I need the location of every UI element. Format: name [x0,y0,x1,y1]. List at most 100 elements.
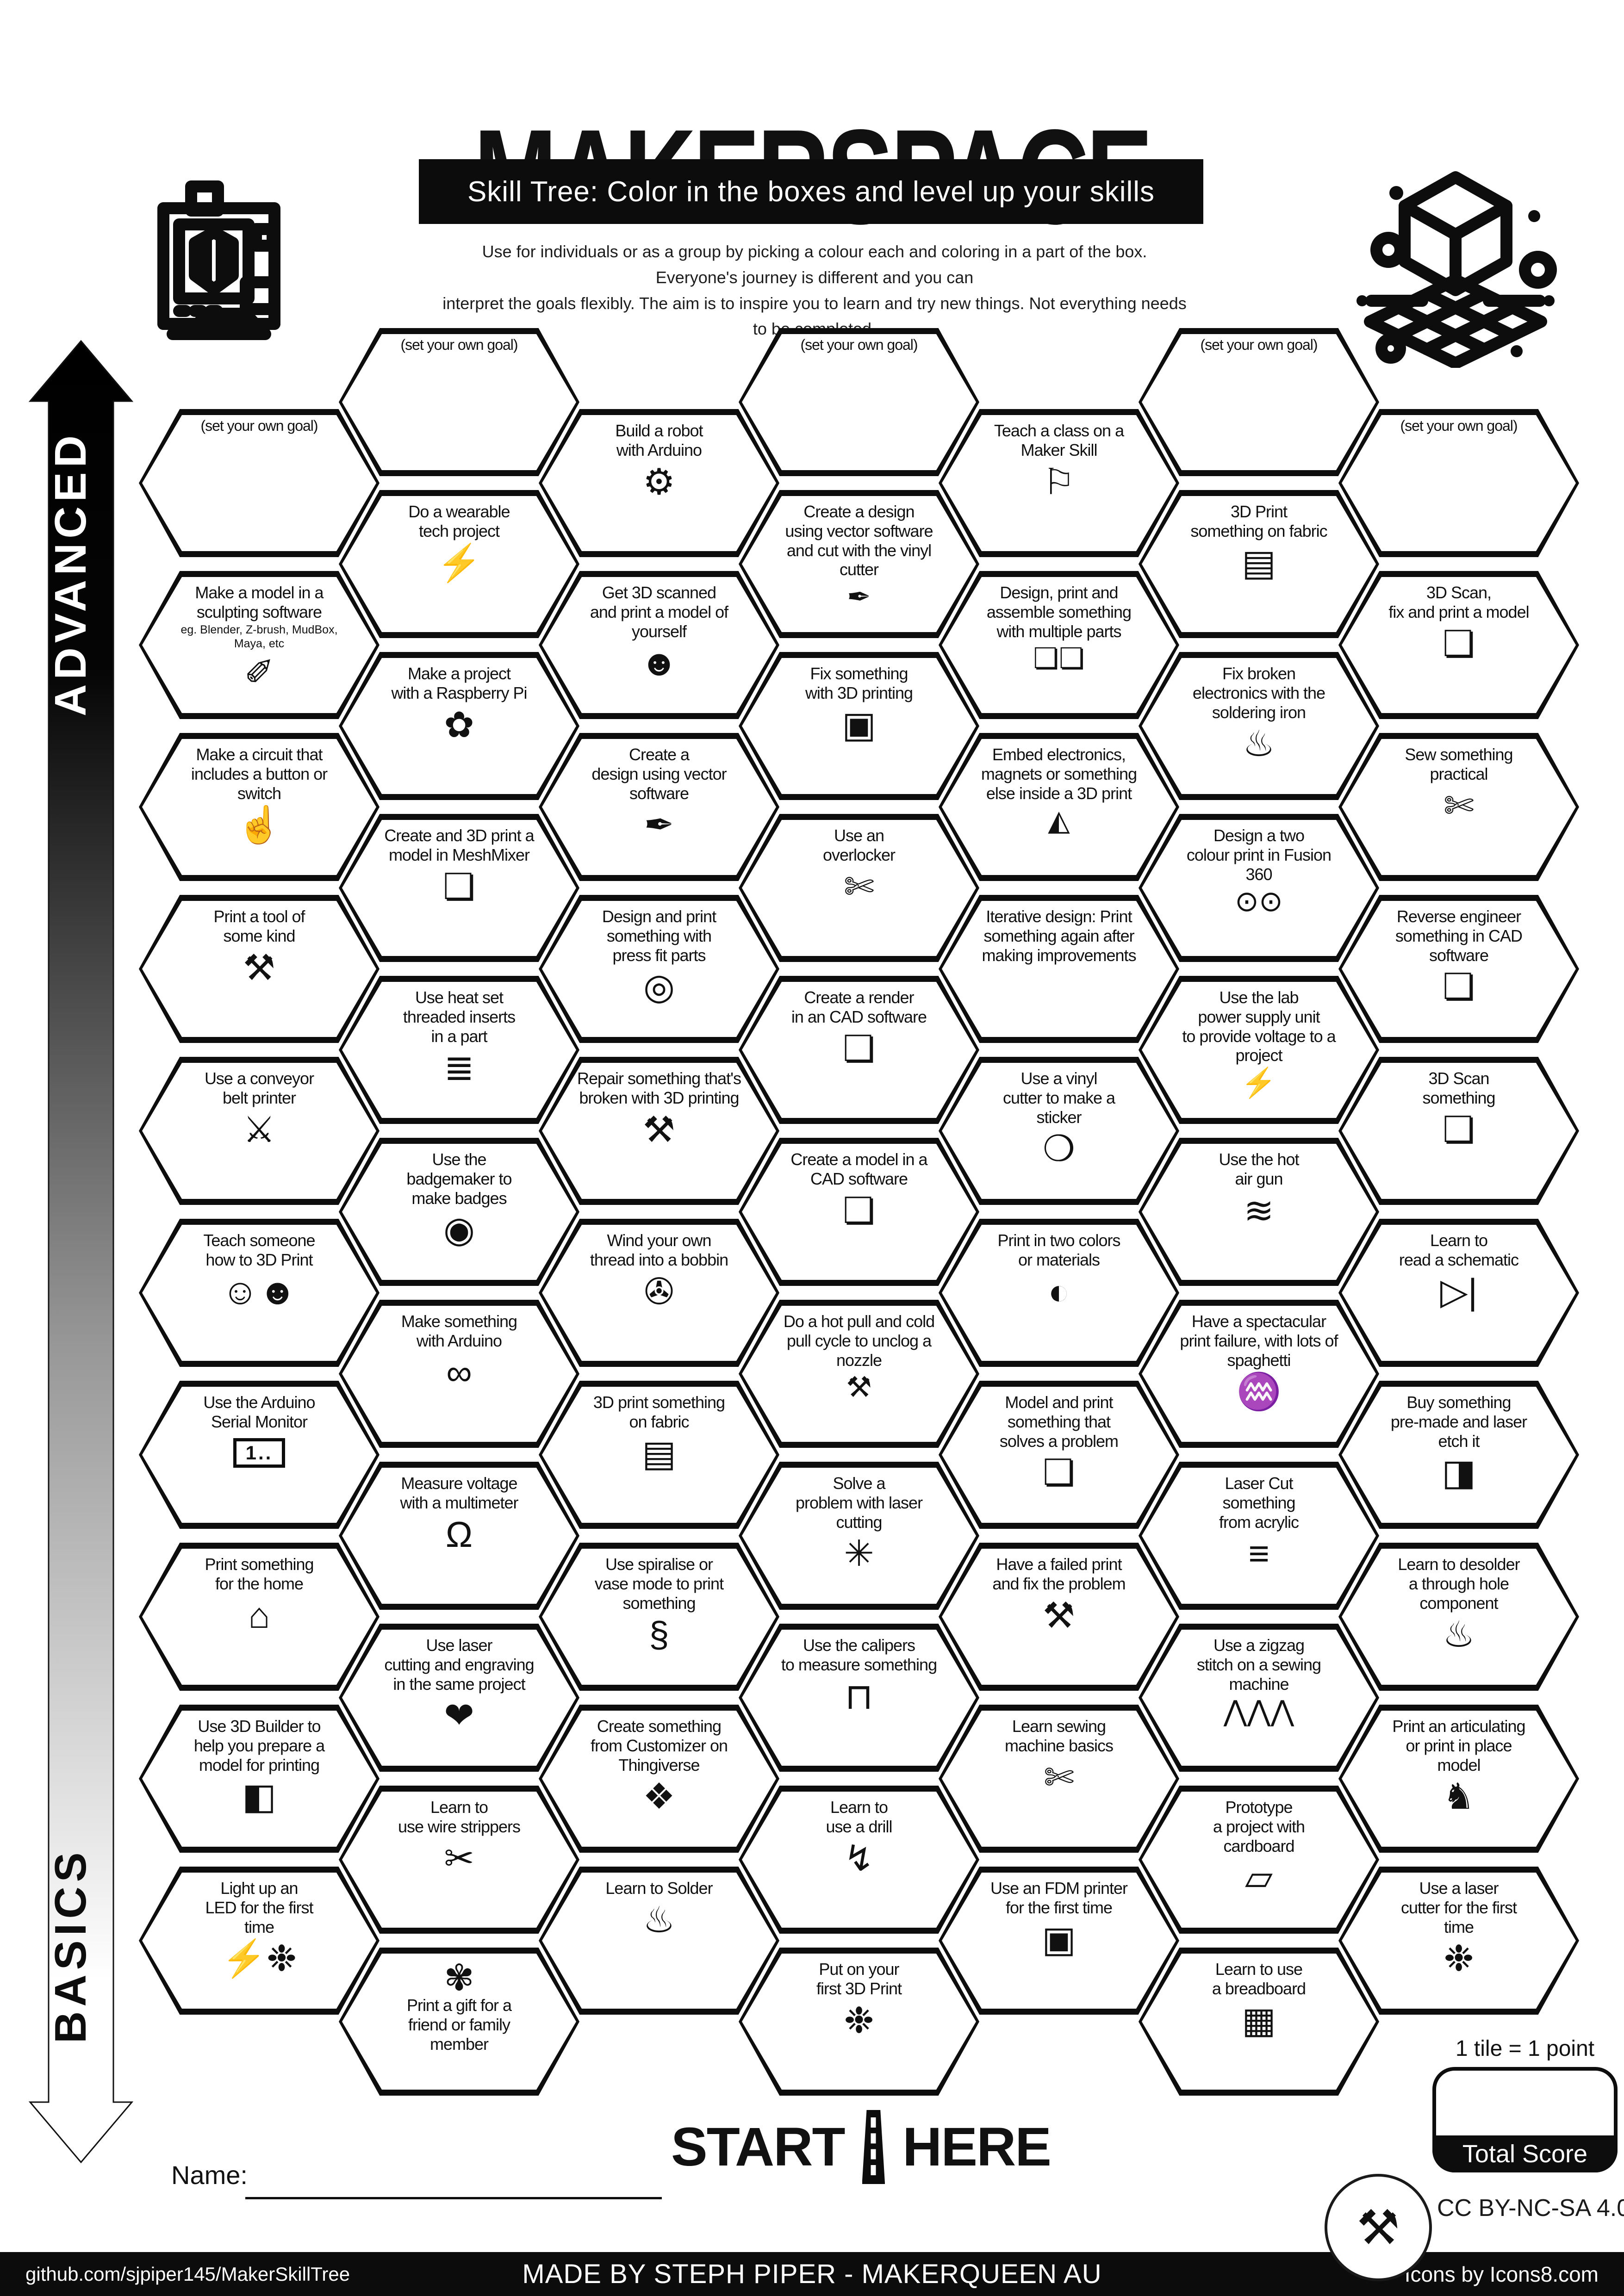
hex-tile-press-fit[interactable]: Design and print something with press fi… [539,895,779,1043]
hex-tile-articulating-print[interactable]: Print an articulating or print in place … [1338,1705,1579,1853]
hex-fill-area[interactable] [542,1387,776,1523]
hex-tile-circuit-button[interactable]: Make a circuit that includes a button or… [139,733,380,881]
hex-fill-area[interactable] [542,1225,776,1361]
hex-fill-area[interactable] [742,820,976,956]
hex-tile-serial-monitor[interactable]: Use the Arduino Serial Monitor 1.. [139,1381,380,1529]
hex-tile-cad-render[interactable]: Create a render in an CAD software ❏ [739,976,979,1124]
hex-tile-goal-col6[interactable]: (set your own goal) [1139,328,1379,476]
hex-tile-print-fabric-3[interactable]: 3D print something on fabric ▤ [539,1381,779,1529]
hex-fill-area[interactable] [742,1954,976,2090]
hex-fill-area[interactable] [942,739,1176,875]
hex-tile-hot-air-gun[interactable]: Use the hot air gun ≋ [1139,1138,1379,1286]
hex-fill-area[interactable] [142,1873,376,2009]
hex-tile-calipers[interactable]: Use the calipers to measure something ⊓ [739,1624,979,1772]
hex-tile-get-3d-scanned[interactable]: Get 3D scanned and print a model of your… [539,571,779,719]
hex-fill-area[interactable] [1342,739,1576,875]
hex-fill-area[interactable] [542,1711,776,1847]
hex-tile-goal-col2[interactable]: (set your own goal) [339,328,579,476]
hex-fill-area[interactable] [142,739,376,875]
hex-fill-area[interactable] [142,1387,376,1523]
hex-fill-area[interactable] [542,1873,776,2009]
hex-tile-meshmixer[interactable]: Create and 3D print a model in MeshMixer… [339,814,579,962]
hex-fill-area[interactable] [1342,1387,1576,1523]
hex-fill-area[interactable] [1142,1306,1376,1442]
hex-fill-area[interactable] [742,1630,976,1766]
hex-tile-unclog-nozzle[interactable]: Do a hot pull and cold pull cycle to unc… [739,1300,979,1448]
hex-tile-wearable-tech[interactable]: Do a wearable tech project ⚡ [339,490,579,638]
hex-fill-area[interactable] [942,1711,1176,1847]
hex-tile-iterative-design[interactable]: Iterative design: Print something again … [939,895,1179,1043]
hex-fill-area[interactable] [1142,1144,1376,1280]
hex-tile-embed-electronics[interactable]: Embed electronics, magnets or something … [939,733,1179,881]
hex-fill-area[interactable] [742,496,976,632]
hex-fill-area[interactable] [1342,415,1576,551]
hex-tile-print-home[interactable]: Print something for the home ⌂ [139,1543,380,1691]
hex-tile-raspberry-pi[interactable]: Make a project with a Raspberry Pi ✿ [339,652,579,800]
hex-tile-scan-something[interactable]: 3D Scan something ❏ [1338,1057,1579,1205]
hex-fill-area[interactable] [542,1549,776,1685]
hex-fill-area[interactable] [742,982,976,1118]
name-input-line[interactable] [245,2197,662,2199]
hex-fill-area[interactable] [1142,334,1376,470]
hex-fill-area[interactable] [1342,1873,1576,2009]
hex-tile-sculpting-model[interactable]: Make a model in a sculpting software eg. … [139,571,380,719]
hex-tile-teach-class[interactable]: Teach a class on a Maker Skill ⚐ [939,409,1179,557]
hex-tile-first-3d-print[interactable]: Put on your first 3D Print ❉ [739,1948,979,2096]
hex-tile-zigzag-stitch[interactable]: Use a zigzag stitch on a sewing machine ⋀… [1139,1624,1379,1772]
hex-tile-3d-builder[interactable]: Use 3D Builder to help you prepare a mod… [139,1705,380,1853]
hex-tile-print-tool[interactable]: Print a tool of some kind ⚒ [139,895,380,1043]
hex-fill-area[interactable] [942,1873,1176,2009]
hex-tile-fix-electronics[interactable]: Fix broken electronics with the solderin… [1139,652,1379,800]
hex-tile-print-gift[interactable]: ✾ Print a gift for a friend or family mem… [339,1948,579,2096]
hex-fill-area[interactable] [942,901,1176,1037]
hex-fill-area[interactable] [142,1549,376,1685]
hex-fill-area[interactable] [742,658,976,794]
hex-fill-area[interactable] [942,1387,1176,1523]
hex-tile-multimeter[interactable]: Measure voltage with a multimeter Ω [339,1462,579,1610]
hex-tile-led-first-time[interactable]: Light up an LED for the first time ⚡❉ [139,1867,380,2015]
hex-tile-learn-drill[interactable]: Learn to use a drill ↯ [739,1786,979,1934]
hex-fill-area[interactable] [1342,901,1576,1037]
hex-tile-goal-col4[interactable]: (set your own goal) [739,328,979,476]
hex-tile-laser-engrave-project[interactable]: Use laser cutting and engraving in the s… [339,1624,579,1772]
hex-tile-fdm-first-time[interactable]: Use an FDM printer for the first time ▣ [939,1867,1179,2015]
hex-tile-conveyor-printer[interactable]: Use a conveyor belt printer ⚔ [139,1057,380,1205]
hex-fill-area[interactable] [1342,1549,1576,1685]
hex-fill-area[interactable] [142,1225,376,1361]
hex-tile-laser-etch-premade[interactable]: Buy something pre-made and laser etch it… [1338,1381,1579,1529]
hex-tile-solves-problem[interactable]: Model and print something that solves a … [939,1381,1179,1529]
hex-fill-area[interactable] [1142,1630,1376,1766]
hex-fill-area[interactable] [142,1711,376,1847]
hex-fill-area[interactable] [942,1225,1176,1361]
hex-fill-area[interactable] [1342,1711,1576,1847]
hex-tile-arduino-something[interactable]: Make something with Arduino ∞ [339,1300,579,1448]
hex-tile-badgemaker[interactable]: Use the badgemaker to make badges ◉ [339,1138,579,1286]
hex-tile-robot-arduino[interactable]: Build a robot with Arduino ⚙ [539,409,779,557]
hex-tile-sewing-basics[interactable]: Learn sewing machine basics ✄ [939,1705,1179,1853]
hex-fill-area[interactable] [1142,982,1376,1118]
hex-tile-failed-print-fix[interactable]: Have a failed print and fix the problem ⚒ [939,1543,1179,1691]
hex-fill-area[interactable] [742,334,976,470]
hex-tile-goal-col1[interactable]: (set your own goal) [139,409,380,557]
hex-fill-area[interactable] [342,658,576,794]
hex-tile-heat-set-inserts[interactable]: Use heat set threaded inserts in a part ≣ [339,976,579,1124]
hex-fill-area[interactable] [342,1306,576,1442]
hex-fill-area[interactable] [342,982,576,1118]
hex-fill-area[interactable] [942,577,1176,713]
hex-tile-wind-bobbin[interactable]: Wind your own thread into a bobbin ✇ [539,1219,779,1367]
hex-fill-area[interactable] [142,415,376,551]
hex-fill-area[interactable] [342,1468,576,1604]
hex-fill-area[interactable] [1142,1954,1376,2090]
hex-tile-teach-3dprint[interactable]: Teach someone how to 3D Print ☺☻ [139,1219,380,1367]
hex-fill-area[interactable] [342,1144,576,1280]
hex-fill-area[interactable] [342,1954,576,2090]
hex-fill-area[interactable] [542,1063,776,1199]
hex-fill-area[interactable] [342,1630,576,1766]
hex-fill-area[interactable] [342,496,576,632]
hex-tile-laser-first-time[interactable]: Use a laser cutter for the first time ❉ [1338,1867,1579,2015]
hex-fill-area[interactable] [342,334,576,470]
hex-fill-area[interactable] [742,1306,976,1442]
hex-fill-area[interactable] [1342,1063,1576,1199]
hex-tile-wire-strippers[interactable]: Learn to use wire strippers ✂ [339,1786,579,1934]
hex-fill-area[interactable] [542,901,776,1037]
